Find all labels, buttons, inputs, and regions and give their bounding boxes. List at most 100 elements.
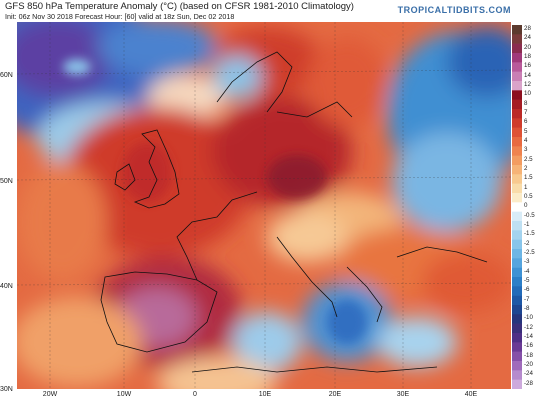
colorbar-swatch (512, 109, 522, 119)
colorbar-swatch (512, 295, 522, 306)
lat-label-60n: 60N (0, 72, 13, 79)
colorbar-swatch (512, 193, 522, 203)
colorbar-label: 14 (524, 71, 531, 79)
colorbar-label: -7 (524, 295, 530, 303)
colorbar (512, 25, 522, 389)
colorbar-swatch (512, 62, 522, 72)
header: GFS 850 hPa Temperature Anomaly (°C) (ba… (0, 0, 541, 22)
colorbar-swatch (512, 230, 522, 240)
colorbar-swatch (512, 267, 522, 278)
colorbar-label: 18 (524, 53, 531, 60)
lon-label-10e: 10E (258, 391, 272, 398)
colorbar-swatch (512, 99, 522, 110)
colorbar-swatch (512, 127, 522, 138)
colorbar-label: -5 (524, 277, 530, 284)
colorbar-swatch (512, 53, 522, 63)
anomaly-detail (63, 59, 367, 344)
lon-label-0: 0 (193, 391, 197, 398)
colorbar-swatch (512, 202, 522, 212)
lat-label-50n: 50N (0, 178, 13, 185)
colorbar-label: 8 (524, 99, 528, 107)
coast-iberia (100, 271, 218, 353)
colorbar-label: 24 (524, 34, 531, 42)
brand-logo-text: TROPICALTIDBITS.COM (397, 5, 511, 15)
colorbar-swatch (512, 323, 522, 334)
colorbar-swatch (512, 361, 522, 371)
lat-label-40n: 40N (0, 283, 13, 290)
colorbar-swatch (512, 155, 522, 166)
colorbar-label: -2 (524, 239, 530, 247)
coast-ireland (114, 163, 136, 191)
colorbar-label: 2 (524, 165, 528, 172)
colorbar-label: -20 (524, 361, 533, 368)
coast-north-africa (191, 366, 438, 373)
colorbar-label: 12 (524, 81, 531, 88)
colorbar-swatch (512, 81, 522, 91)
colorbar-label: 28 (524, 25, 531, 32)
colorbar-label: 1 (524, 183, 528, 191)
lon-label-10w: 10W (116, 391, 132, 398)
colorbar-label: -8 (524, 305, 530, 312)
colorbar-swatch (512, 183, 522, 194)
colorbar-swatch (512, 277, 522, 287)
colorbar-swatch (512, 221, 522, 231)
colorbar-label: -14 (524, 333, 533, 340)
colorbar-swatch (512, 118, 522, 128)
coast-britain (133, 129, 180, 209)
temperature-anomaly-map (17, 22, 511, 389)
colorbar-label: 2.5 (524, 155, 533, 163)
colorbar-swatch (512, 249, 522, 259)
colorbar-label: -3 (524, 258, 530, 266)
lat-label-30n: 30N (0, 386, 13, 393)
coast-scandinavia (216, 51, 293, 113)
coast-italy (276, 236, 338, 318)
colorbar-swatch (512, 146, 522, 156)
colorbar-swatch (512, 25, 522, 35)
colorbar-label: -18 (524, 351, 533, 359)
colorbar-swatch (512, 34, 522, 44)
lon-label-30e: 30E (396, 391, 410, 398)
colorbar-label: 6 (524, 118, 528, 126)
lon-label-20e: 20E (328, 391, 342, 398)
colorbar-label: 3 (524, 146, 528, 154)
colorbar-swatch (512, 174, 522, 184)
colorbar-label: 20 (524, 43, 531, 51)
colorbar-label: -10 (524, 314, 533, 322)
colorbar-swatch (512, 90, 522, 100)
colorbar-swatch (512, 342, 522, 352)
colorbar-swatch (512, 370, 522, 380)
colorbar-label: 16 (524, 62, 531, 70)
colorbar-swatch (512, 379, 522, 389)
lon-label-20w: 20W (42, 391, 58, 398)
map-title: GFS 850 hPa Temperature Anomaly (°C) (ba… (5, 1, 354, 12)
colorbar-swatch (512, 71, 522, 82)
colorbar-label: 10 (524, 90, 531, 98)
colorbar-label: -6 (524, 286, 530, 294)
colorbar-label: -16 (524, 342, 533, 350)
colorbar-swatch (512, 351, 522, 362)
colorbar-label: -1.5 (524, 230, 535, 238)
colorbar-swatch (512, 137, 522, 147)
coastlines (100, 51, 488, 373)
colorbar-label: -28 (524, 379, 533, 387)
colorbar-swatch (512, 239, 522, 250)
colorbar-label: 0.5 (524, 193, 533, 200)
graticule (17, 22, 511, 389)
coast-baltic (276, 101, 353, 118)
colorbar-label: -1 (524, 221, 530, 228)
colorbar-swatch (512, 43, 522, 54)
colorbar-swatch (512, 165, 522, 175)
colorbar-label: -24 (524, 370, 533, 378)
colorbar-swatch (512, 305, 522, 315)
colorbar-swatch (512, 286, 522, 296)
colorbar-label: -4 (524, 267, 530, 275)
map-subtitle: Init: 06z Nov 30 2018 Forecast Hour: [60… (5, 12, 235, 21)
coast-france (176, 191, 258, 281)
colorbar-swatch (512, 314, 522, 324)
coast-balkans (346, 266, 383, 323)
lon-label-40e: 40E (464, 391, 478, 398)
colorbar-label: 5 (524, 127, 528, 135)
colorbar-label: 4 (524, 137, 528, 144)
colorbar-swatch (512, 333, 522, 343)
colorbar-label: 7 (524, 109, 528, 116)
